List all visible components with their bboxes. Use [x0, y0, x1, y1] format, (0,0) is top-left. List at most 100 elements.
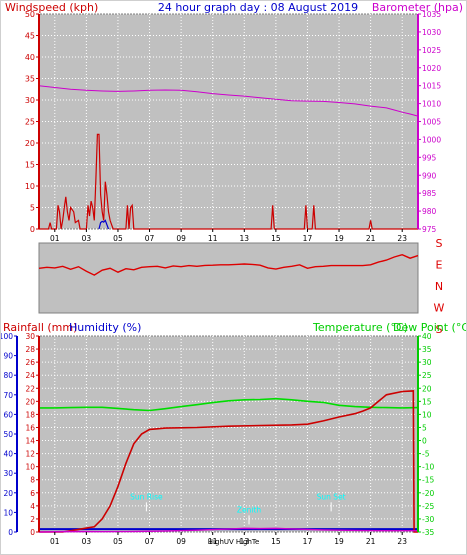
x-tick-label: 05: [113, 234, 123, 243]
humidity-axis-tick-label: 90: [3, 352, 13, 361]
barometer-series-line: [38, 85, 419, 117]
barometer-axis-tick-label: 1025: [422, 46, 441, 55]
rainfall-series-line: [39, 390, 418, 533]
barometer-axis-label: Barometer (hpa): [372, 1, 463, 14]
temperature-axis-tick-label: 35: [422, 345, 432, 354]
x-tick-label: 11: [208, 234, 218, 243]
windspeed-axis-tick-label: 40: [25, 53, 35, 62]
rainfall-axis-tick-label: 10: [25, 463, 35, 472]
windspeed-axis-tick-label: 10: [25, 182, 35, 191]
barometer-axis-tick-label: 1030: [422, 28, 441, 37]
rainfall-axis-tick-label: 6: [30, 489, 35, 498]
barometer-axis-tick-label: 1000: [422, 135, 441, 144]
x-tick-label: 09: [176, 234, 186, 243]
temperature-axis-tick-label: 25: [422, 371, 432, 380]
temperature-axis-tick-label: -20: [422, 489, 434, 498]
temperature-axis-tick-label: 5: [422, 423, 427, 432]
barometer-axis-tick-label: 1020: [422, 64, 441, 73]
dewpoint-axis-label: Dew Point (°C): [393, 321, 467, 334]
windspeed-series-line: [39, 133, 418, 230]
x-tick-label: 09: [176, 537, 186, 546]
x-tick-label: 23: [397, 234, 407, 243]
windspeed-axis-tick-label: 35: [25, 75, 35, 84]
temperature-axis-tick-label: -30: [422, 515, 434, 524]
x-tick-label: 21: [366, 234, 376, 243]
high-uv-label: HighUV: [208, 538, 234, 546]
rainfall-axis-tick-label: 24: [25, 371, 35, 380]
humidity-axis-tick-label: 70: [3, 391, 13, 400]
sunset-label: Sun Set: [317, 492, 346, 501]
wind-gust-series-line: [98, 219, 110, 230]
high-temp-label: HighTe: [236, 538, 259, 546]
compass-label: E: [436, 259, 443, 272]
humidity-axis-tick-label: 50: [3, 430, 13, 439]
zenith-label: Zenith: [237, 505, 262, 514]
rainfall-axis-tick-label: 28: [25, 345, 35, 354]
temp-hum-rain-plot-area: [38, 335, 419, 533]
rainfall-axis-tick-label: 22: [25, 384, 35, 393]
dewpoint-series-line: [38, 527, 418, 533]
windspeed-axis-tick-label: 45: [25, 32, 35, 41]
rainfall-axis-tick-label: 18: [25, 410, 35, 419]
temperature-axis-tick-label: -5: [422, 450, 430, 459]
barometer-axis-tick-label: 1010: [422, 100, 441, 109]
barometer-axis-tick-label: 990: [422, 171, 437, 180]
windspeed-axis-tick-label: 25: [25, 118, 35, 127]
rainfall-axis-tick-label: 16: [25, 423, 35, 432]
compass-label: S: [436, 323, 443, 336]
humidity-axis-tick-label: 60: [3, 410, 13, 419]
compass-label: S: [436, 237, 443, 250]
barometer-axis-tick-label: 1005: [422, 118, 441, 127]
x-tick-label: 01: [50, 234, 60, 243]
barometer-axis-tick-label: 985: [422, 189, 437, 198]
sunrise-label: Sun Rise: [130, 492, 163, 501]
temperature-axis-tick-label: 20: [422, 384, 432, 393]
barometer-axis-tick-label: 995: [422, 153, 437, 162]
x-tick-label: 01: [50, 537, 60, 546]
windspeed-axis-tick-label: 20: [25, 139, 35, 148]
x-tick-label: 19: [334, 537, 344, 546]
windspeed-axis-tick-label: 5: [30, 204, 35, 213]
temperature-axis-label: Temperature (°C): [312, 321, 408, 334]
barometer-axis-tick-label: 1035: [422, 10, 441, 19]
compass-label: N: [435, 280, 443, 293]
humidity-axis-label: Humidity (%): [69, 321, 141, 334]
barometer-axis-tick-label: 980: [422, 207, 437, 216]
x-tick-label: 03: [82, 537, 92, 546]
wind-direction-series-line: [38, 253, 419, 276]
x-tick-label: 15: [271, 234, 281, 243]
windspeed-axis-label: Windspeed (kph): [5, 1, 98, 14]
rainfall-axis-tick-label: 30: [25, 332, 35, 341]
humidity-axis-tick-label: 0: [8, 528, 13, 537]
rainfall-axis-tick-label: 8: [30, 476, 35, 485]
windspeed-axis-tick-label: 15: [25, 161, 35, 170]
temperature-axis-tick-label: 30: [422, 358, 432, 367]
rainfall-axis-tick-label: 2: [30, 515, 35, 524]
humidity-axis-tick-label: 80: [3, 371, 13, 380]
barometer-axis-tick-label: 1015: [422, 82, 441, 91]
rainfall-axis-tick-label: 12: [25, 450, 35, 459]
windspeed-axis-tick-label: 30: [25, 96, 35, 105]
humidity-axis-tick-label: 30: [3, 469, 13, 478]
graph-title: 24 hour graph day : 08 August 2019: [158, 1, 358, 14]
x-tick-label: 13: [240, 537, 250, 546]
humidity-axis-tick-label: 10: [3, 508, 13, 517]
direction-plot-area: [38, 242, 419, 314]
x-tick-label: 23: [397, 537, 407, 546]
temperature-axis-tick-label: 0: [422, 437, 427, 446]
temperature-axis-tick-label: -35: [422, 528, 434, 537]
humidity-axis-tick-label: 20: [3, 489, 13, 498]
x-tick-label: 15: [271, 537, 281, 546]
rainfall-axis-tick-label: 20: [25, 397, 35, 406]
windspeed-axis-tick-label: 0: [30, 225, 35, 234]
windspeed-axis-tick-label: 50: [25, 10, 35, 19]
temperature-axis-tick-label: -10: [422, 463, 434, 472]
x-tick-label: 17: [303, 234, 313, 243]
x-tick-label: 21: [366, 537, 376, 546]
x-tick-label: 11: [208, 537, 218, 546]
x-tick-label: 19: [334, 234, 344, 243]
humidity-axis-tick-label: 100: [1, 332, 13, 341]
x-tick-label: 17: [303, 537, 313, 546]
